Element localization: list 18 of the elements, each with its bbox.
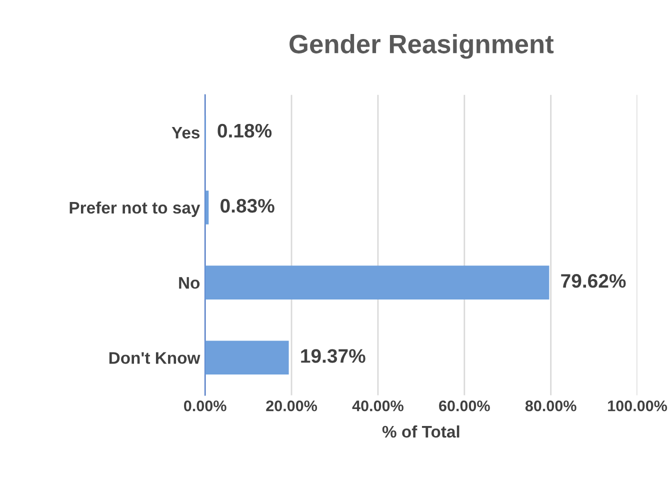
data-label: 19.37% (301, 349, 366, 363)
y-tick-label: Yes (172, 126, 200, 139)
y-tick-label: Prefer not to say (70, 201, 200, 217)
y-tick-label: No (179, 277, 200, 289)
data-label: 0.18% (218, 124, 272, 138)
data-label: 0.83% (220, 198, 274, 213)
x-tick-label: 100.00% (608, 400, 668, 412)
bar (205, 266, 550, 300)
y-tick-label: Don't Know (109, 352, 200, 364)
x-axis-title: % of Total (382, 425, 460, 438)
chart-title: Gender Reasignment (290, 34, 554, 59)
x-tick-label: 20.00% (266, 400, 318, 412)
x-tick-label: 80.00% (525, 400, 576, 412)
x-tick-label: 40.00% (352, 400, 404, 412)
bar (205, 340, 289, 375)
x-tick-label: 0.00% (184, 400, 226, 412)
data-label: 79.62% (561, 274, 626, 288)
x-tick-label: 60.00% (439, 400, 490, 412)
